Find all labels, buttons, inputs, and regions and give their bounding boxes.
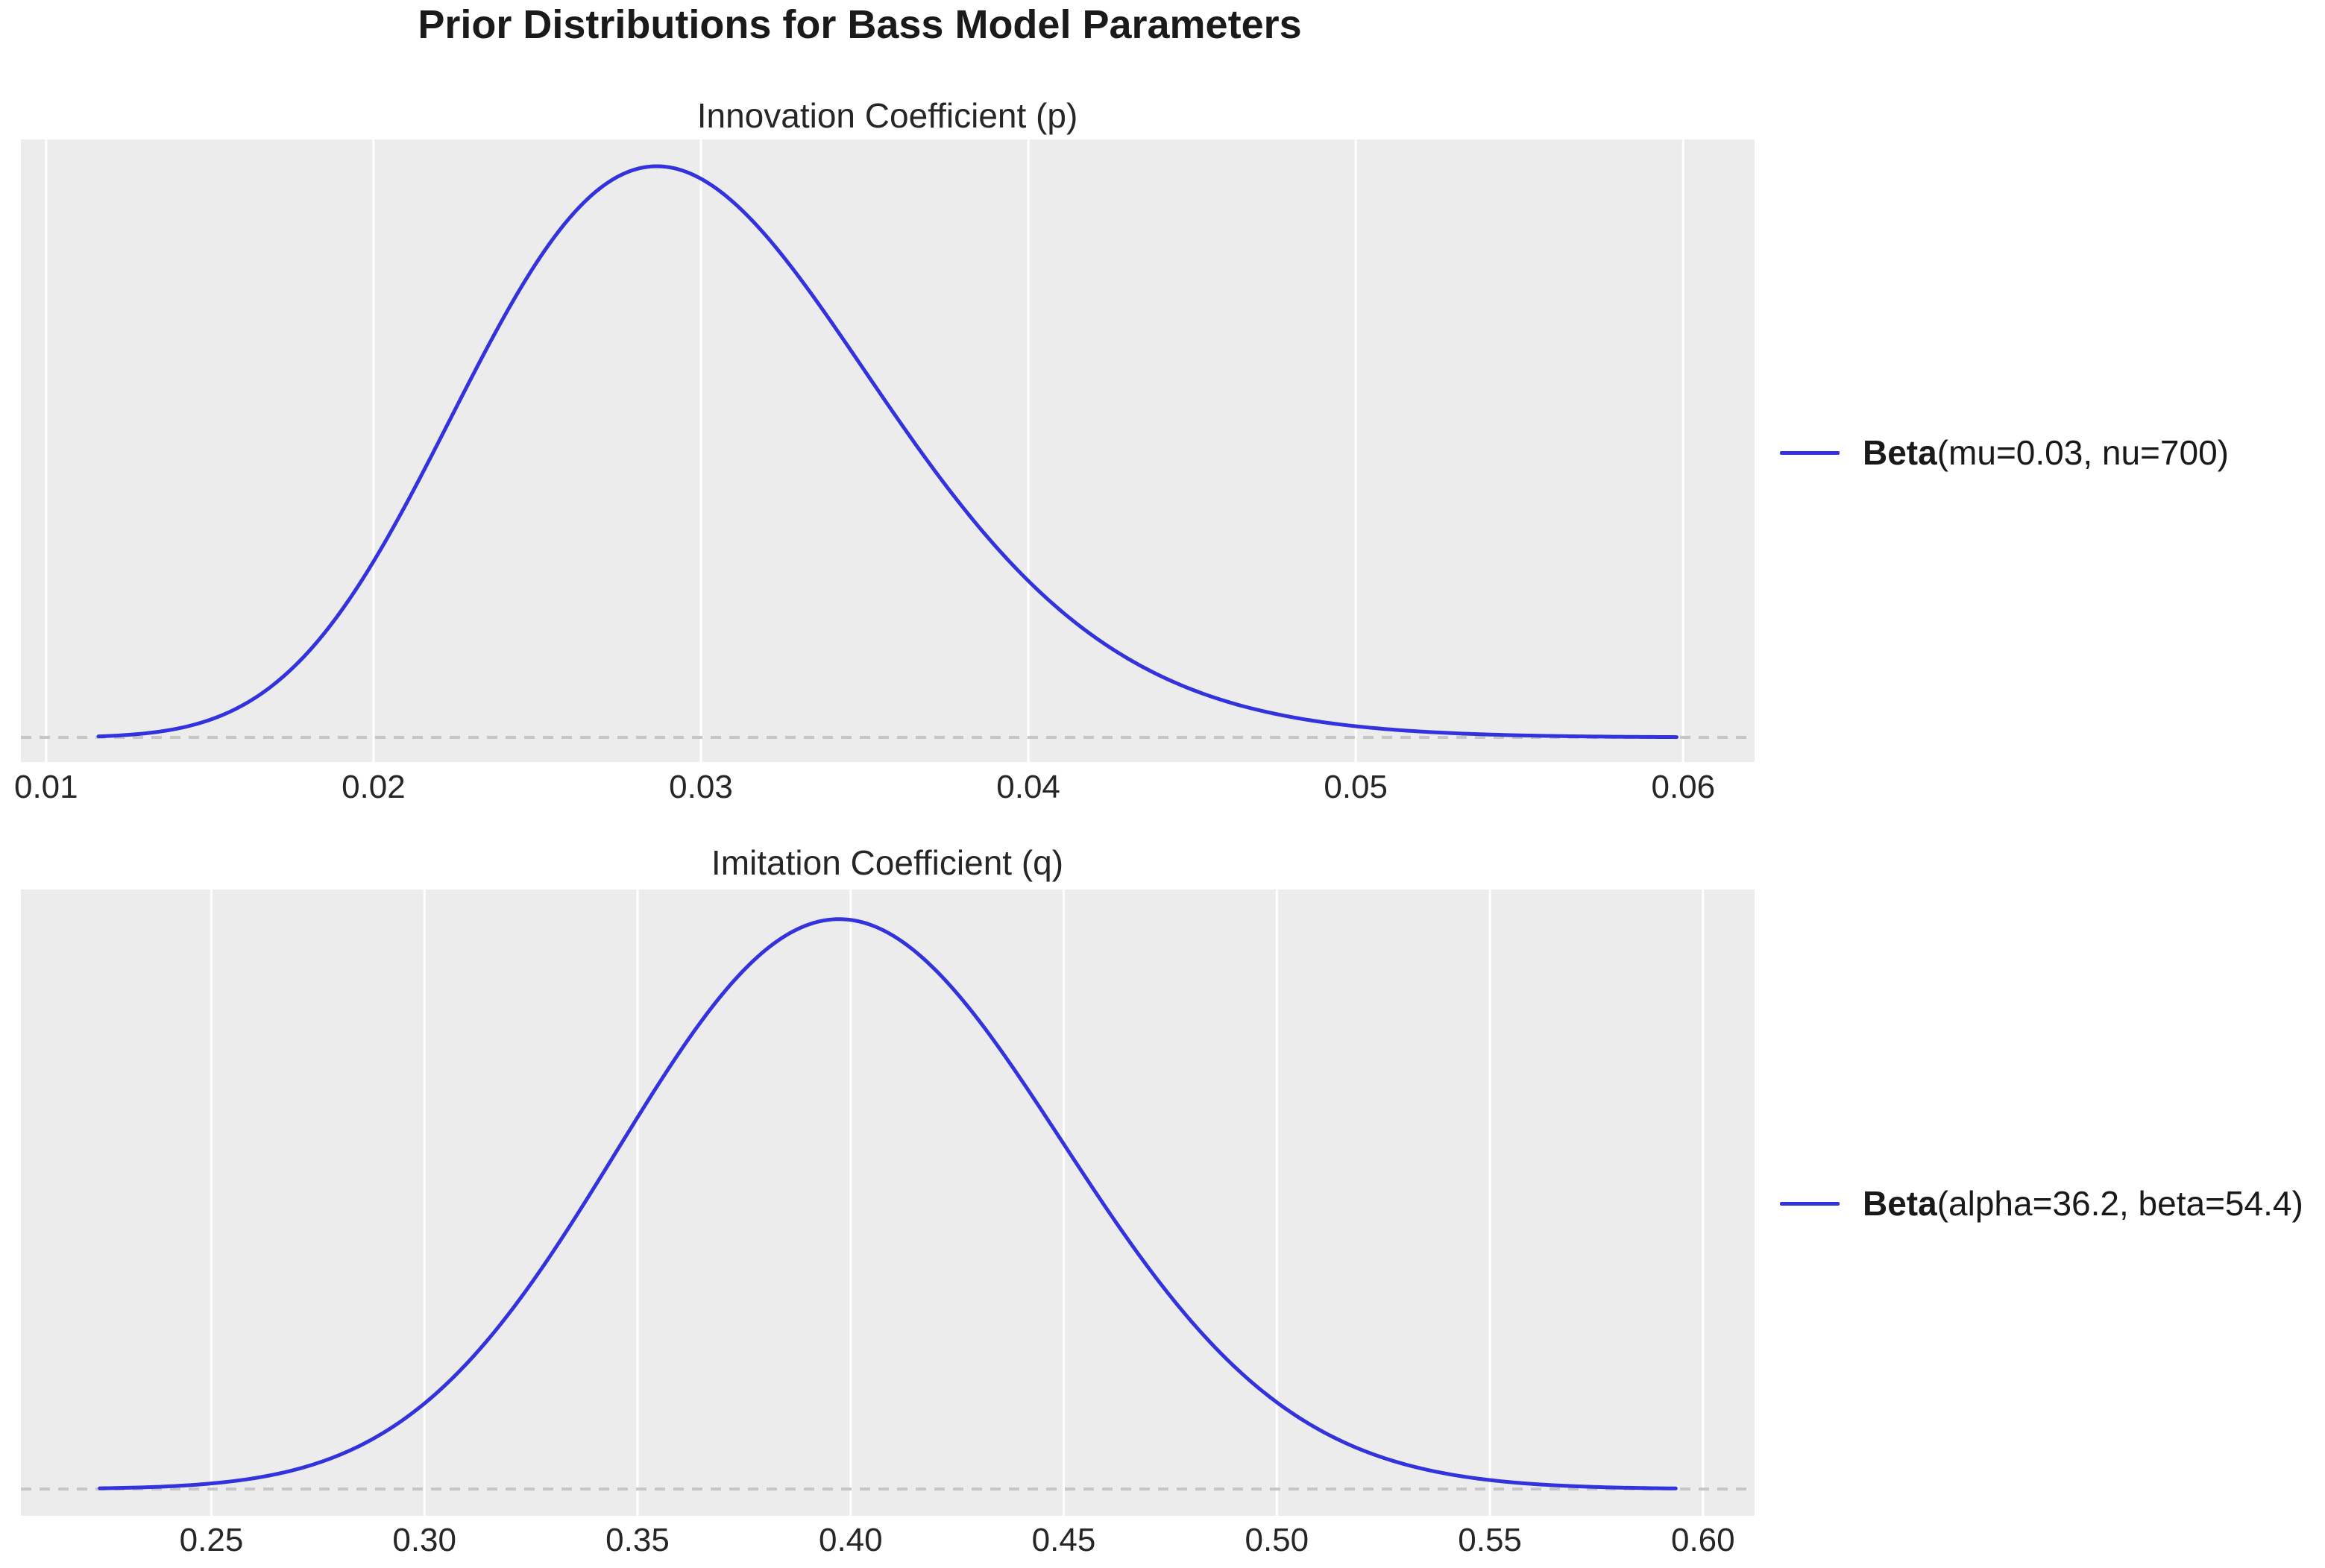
legend-innovation: Beta(mu=0.03, nu=700) (1780, 432, 2229, 473)
x-tick-label: 0.25 (179, 1522, 244, 1558)
legend-imitation: Beta(alpha=36.2, beta=54.4) (1780, 1183, 2303, 1224)
legend-dist-name: Beta (1863, 1184, 1937, 1223)
pdf-curve (96, 164, 1679, 740)
pdf-curve (98, 917, 1678, 1490)
x-tick-label: 0.04 (996, 769, 1060, 805)
x-tick-label: 0.30 (392, 1522, 456, 1558)
legend-dist-name: Beta (1863, 433, 1937, 472)
figure-title: Prior Distributions for Bass Model Param… (418, 2, 1302, 47)
x-axis-ticks-imitation: 0.25 0.30 0.35 0.40 0.45 0.50 0.55 0.60 (21, 1522, 1755, 1561)
x-tick-label: 0.05 (1324, 769, 1388, 805)
plot-svg (21, 890, 1755, 1516)
legend-line-sample (1780, 1201, 1840, 1206)
x-tick-label: 0.01 (13, 769, 78, 805)
x-tick-label: 0.03 (669, 769, 733, 805)
legend-dist-params: (alpha=36.2, beta=54.4) (1937, 1184, 2303, 1223)
x-tick-label: 0.55 (1458, 1522, 1522, 1558)
x-axis-ticks-innovation: 0.01 0.02 0.03 0.04 0.05 0.06 (14, 769, 1755, 807)
legend-label: Beta(alpha=36.2, beta=54.4) (1863, 1183, 2303, 1224)
x-tick-label: 0.35 (605, 1522, 670, 1558)
legend-dist-params: (mu=0.03, nu=700) (1937, 433, 2229, 472)
x-tick-label: 0.45 (1031, 1522, 1096, 1558)
subplot-title-imitation: Imitation Coefficient (q) (711, 843, 1064, 882)
plot-panel-innovation (21, 139, 1755, 762)
x-tick-label: 0.40 (818, 1522, 883, 1558)
x-tick-label: 0.02 (342, 769, 406, 805)
legend-label: Beta(mu=0.03, nu=700) (1863, 432, 2229, 473)
plot-svg (21, 139, 1755, 762)
plot-panel-imitation (21, 890, 1755, 1516)
subplot-title-innovation: Innovation Coefficient (p) (696, 96, 1078, 135)
x-tick-label: 0.60 (1670, 1522, 1735, 1558)
legend-line-sample (1780, 450, 1840, 455)
x-tick-label: 0.50 (1245, 1522, 1309, 1558)
x-tick-label: 0.06 (1651, 769, 1716, 805)
